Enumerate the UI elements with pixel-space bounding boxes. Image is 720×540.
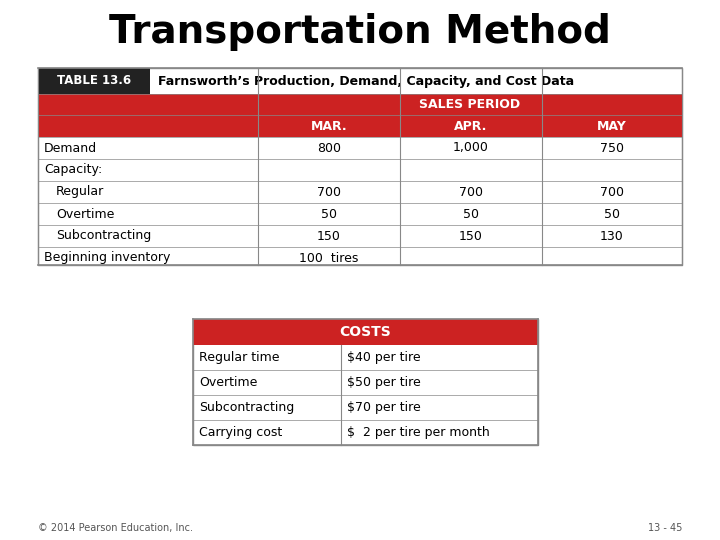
- Text: Regular: Regular: [56, 186, 104, 199]
- Bar: [193, 319, 538, 445]
- Bar: [38, 115, 682, 137]
- Text: 50: 50: [321, 207, 337, 220]
- Text: SALES PERIOD: SALES PERIOD: [420, 98, 521, 111]
- Text: Demand: Demand: [44, 141, 97, 154]
- Text: 700: 700: [317, 186, 341, 199]
- Text: Carrying cost: Carrying cost: [199, 426, 282, 439]
- Bar: [38, 94, 682, 115]
- Text: TABLE 13.6: TABLE 13.6: [57, 75, 131, 87]
- Text: COSTS: COSTS: [340, 325, 392, 339]
- Text: 100  tires: 100 tires: [300, 252, 359, 265]
- Text: APR.: APR.: [454, 119, 487, 132]
- Text: Beginning inventory: Beginning inventory: [44, 252, 171, 265]
- Text: 700: 700: [600, 186, 624, 199]
- Text: MAR.: MAR.: [311, 119, 347, 132]
- Text: 50: 50: [463, 207, 479, 220]
- Text: Overtime: Overtime: [199, 376, 257, 389]
- Text: 800: 800: [317, 141, 341, 154]
- Text: Farnsworth’s Production, Demand, Capacity, and Cost Data: Farnsworth’s Production, Demand, Capacit…: [158, 75, 574, 87]
- Text: 700: 700: [459, 186, 483, 199]
- Text: 150: 150: [459, 230, 483, 242]
- Text: 50: 50: [604, 207, 620, 220]
- Text: Overtime: Overtime: [56, 207, 114, 220]
- Text: 130: 130: [600, 230, 624, 242]
- Text: MAY: MAY: [597, 119, 627, 132]
- Text: Capacity:: Capacity:: [44, 164, 102, 177]
- Text: $70 per tire: $70 per tire: [347, 401, 420, 414]
- Text: $  2 per tire per month: $ 2 per tire per month: [347, 426, 490, 439]
- Text: Regular time: Regular time: [199, 351, 279, 364]
- Text: 150: 150: [317, 230, 341, 242]
- Text: 1,000: 1,000: [453, 141, 489, 154]
- Text: Subcontracting: Subcontracting: [199, 401, 294, 414]
- Text: Subcontracting: Subcontracting: [56, 230, 151, 242]
- Text: 750: 750: [600, 141, 624, 154]
- Text: $40 per tire: $40 per tire: [347, 351, 420, 364]
- Text: 13 - 45: 13 - 45: [647, 523, 682, 533]
- Bar: [38, 68, 682, 265]
- Text: $50 per tire: $50 per tire: [347, 376, 420, 389]
- Bar: [38, 68, 150, 94]
- Bar: [193, 319, 538, 345]
- Text: Transportation Method: Transportation Method: [109, 13, 611, 51]
- Text: © 2014 Pearson Education, Inc.: © 2014 Pearson Education, Inc.: [38, 523, 193, 533]
